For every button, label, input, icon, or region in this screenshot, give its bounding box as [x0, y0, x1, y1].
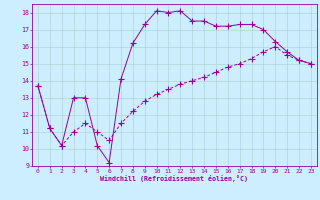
- X-axis label: Windchill (Refroidissement éolien,°C): Windchill (Refroidissement éolien,°C): [100, 175, 248, 182]
